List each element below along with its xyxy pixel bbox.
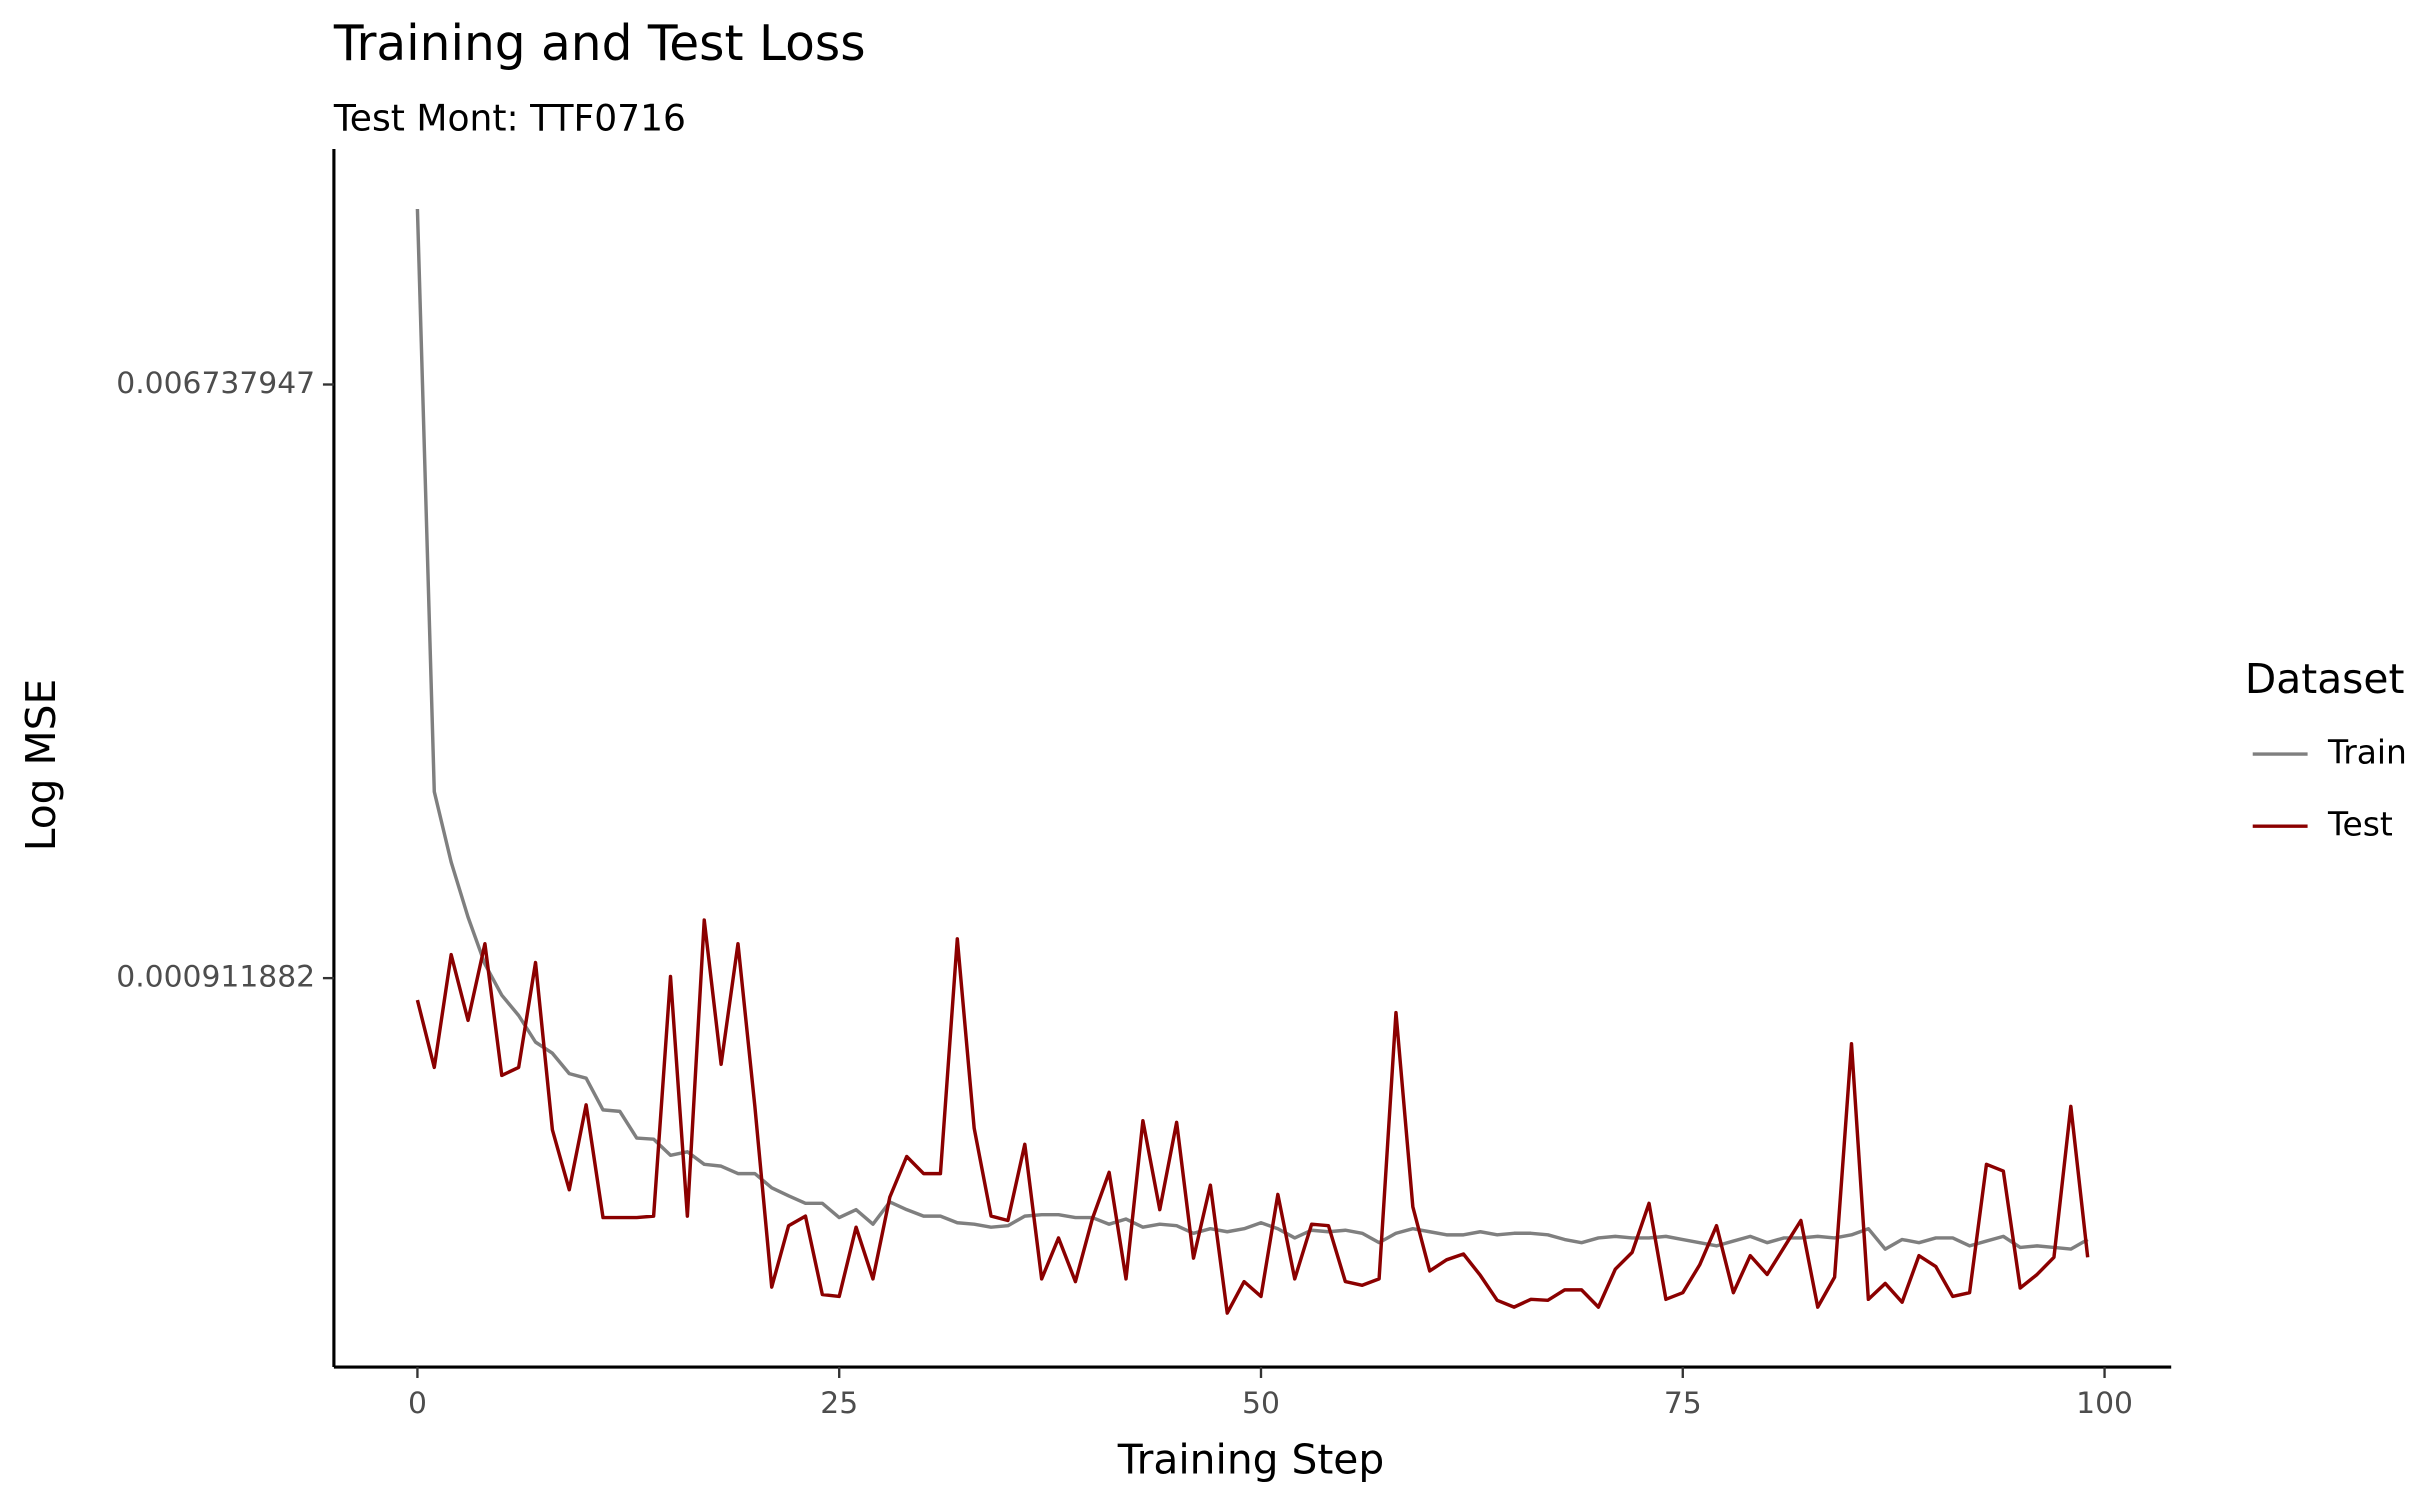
chart-title: Training and Test Loss bbox=[333, 16, 866, 72]
y-axis-label: Log MSE bbox=[17, 679, 65, 852]
x-tick-label: 25 bbox=[820, 1386, 858, 1421]
x-tick-label: 75 bbox=[1664, 1386, 1702, 1421]
x-axis-label: Training Step bbox=[1117, 1436, 1385, 1484]
x-tick-label: 50 bbox=[1242, 1386, 1280, 1421]
chart-subtitle: Test Mont: TTF0716 bbox=[333, 98, 686, 140]
series-line bbox=[415, 918, 2090, 1315]
legend-title: Dataset bbox=[2245, 655, 2405, 703]
x-tick-label: 0 bbox=[408, 1386, 427, 1421]
x-tick-label: 100 bbox=[2076, 1386, 2133, 1421]
legend-label: Test bbox=[2327, 805, 2393, 844]
y-tick-label: 0.006737947 bbox=[116, 366, 315, 401]
legend-label: Train bbox=[2327, 733, 2407, 772]
series-line bbox=[415, 208, 2089, 1251]
y-tick-label: 0.000911882 bbox=[116, 960, 315, 995]
